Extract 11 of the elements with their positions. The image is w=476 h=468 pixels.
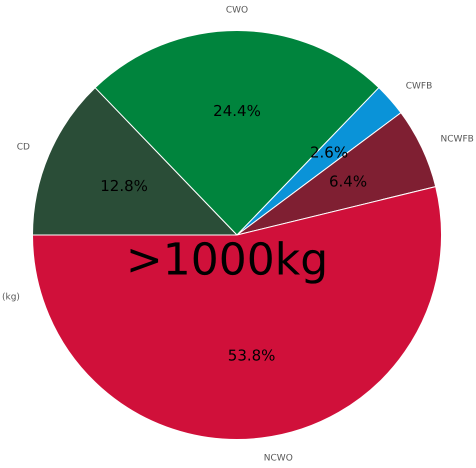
slice-label: CWO	[226, 5, 248, 16]
slice-label: CWFB	[406, 82, 432, 92]
text: >1000kg	[126, 234, 328, 286]
text: (kg)	[2, 292, 20, 302]
slice-label: NCWO	[264, 454, 293, 464]
data-label: 24.4%	[213, 102, 261, 120]
slice-label: CD	[16, 142, 30, 152]
data-label: 6.4%	[328, 172, 368, 191]
slice-label: NCWFB	[440, 134, 474, 145]
data-label: 53.8%	[228, 346, 276, 365]
data-label: 12.8%	[100, 176, 148, 195]
